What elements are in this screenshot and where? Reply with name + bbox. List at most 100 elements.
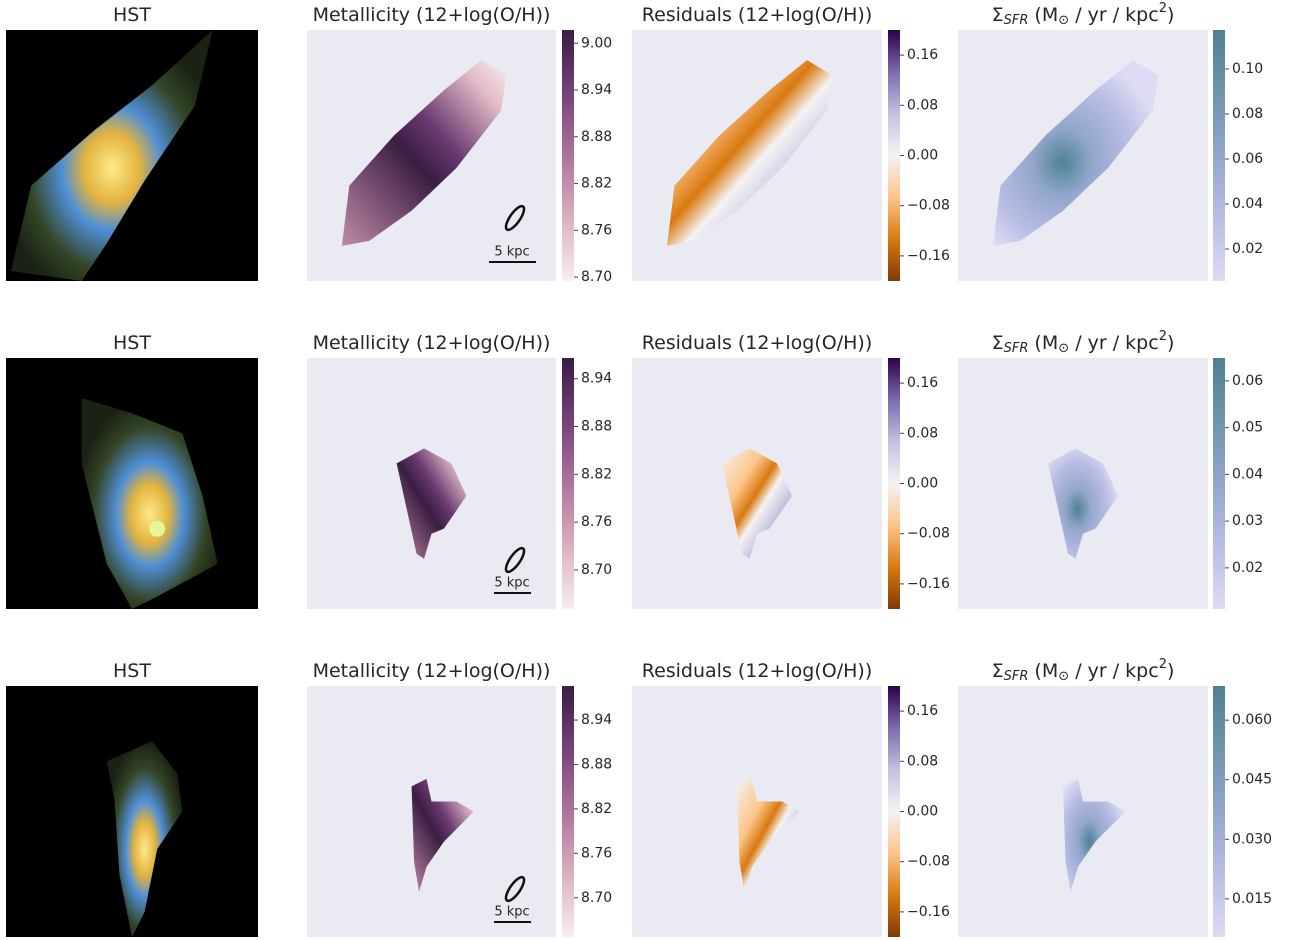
colorbar-tick-label: 0.06 bbox=[1232, 373, 1263, 389]
colorbar-tick-label: 9.00 bbox=[581, 35, 612, 51]
title-part: Metallicity (12+log(O/H)) bbox=[313, 660, 551, 682]
colorbar bbox=[888, 358, 900, 609]
panel-title: Metallicity (12+log(O/H)) bbox=[313, 332, 551, 354]
colorbar-tick-label: 8.82 bbox=[581, 466, 612, 482]
map-region bbox=[1063, 778, 1126, 892]
colorbar-tick-label: −0.08 bbox=[907, 854, 950, 870]
title-part: ) bbox=[1167, 4, 1174, 26]
colorbar-tick-label: 8.94 bbox=[581, 82, 612, 98]
colorbar-tick-label: 0.16 bbox=[907, 375, 938, 391]
colorbar-tick-label: 0.02 bbox=[1232, 241, 1263, 257]
colorbar-tick-label: 8.94 bbox=[581, 712, 612, 728]
galaxy bbox=[106, 741, 183, 937]
title-part: Σ bbox=[992, 660, 1004, 682]
colorbar-tick-label: 0.02 bbox=[1232, 560, 1263, 576]
colorbar-tick-label: 8.70 bbox=[581, 269, 612, 285]
title-part: ) bbox=[1167, 332, 1174, 354]
title-part: ⊙ bbox=[1058, 341, 1069, 356]
colorbar-tick-label: 0.00 bbox=[907, 148, 938, 164]
colorbar-tick-label: 0.030 bbox=[1232, 831, 1272, 847]
beam bbox=[504, 204, 526, 232]
map-region bbox=[411, 778, 474, 892]
panel-title: HST bbox=[113, 4, 151, 26]
colorbar-tick-label: 0.00 bbox=[907, 476, 938, 492]
panel-title: Metallicity (12+log(O/H)) bbox=[313, 4, 551, 26]
title-part: Metallicity (12+log(O/H)) bbox=[313, 332, 551, 354]
colorbar-tick-label: −0.08 bbox=[907, 198, 950, 214]
colorbar bbox=[1213, 30, 1225, 281]
panel-title: ΣSFR (M⊙ / yr / kpc2) bbox=[992, 329, 1175, 356]
title-part: Residuals (12+log(O/H)) bbox=[642, 4, 873, 26]
colorbar-tick-label: 0.08 bbox=[907, 753, 938, 769]
colorbar-tick-label: −0.16 bbox=[907, 248, 950, 264]
colorbar-tick-label: 0.08 bbox=[907, 97, 938, 113]
panel-title: ΣSFR (M⊙ / yr / kpc2) bbox=[992, 657, 1175, 684]
colorbar-tick-label: 0.015 bbox=[1232, 891, 1272, 907]
scale-bar-label: 5 kpc bbox=[494, 576, 529, 591]
colorbar-tick-label: 8.76 bbox=[581, 222, 612, 238]
colorbar-tick-label: 0.16 bbox=[907, 47, 938, 63]
scale-bar-label: 5 kpc bbox=[494, 245, 529, 260]
colorbar-tick-label: −0.16 bbox=[907, 576, 950, 592]
colorbar-tick-label: 8.88 bbox=[581, 129, 612, 145]
title-part: ⊙ bbox=[1058, 13, 1069, 28]
map-region bbox=[1048, 448, 1118, 559]
title-part: Σ bbox=[992, 332, 1004, 354]
colorbar bbox=[888, 30, 900, 281]
title-part: Σ bbox=[992, 4, 1004, 26]
colorbar-tick-label: 8.70 bbox=[581, 890, 612, 906]
map-region bbox=[667, 60, 832, 246]
title-part: / yr / kpc bbox=[1069, 4, 1159, 26]
colorbar-tick-label: 8.82 bbox=[581, 176, 612, 192]
galaxy bbox=[81, 398, 218, 609]
colorbar-tick-label: 0.060 bbox=[1232, 712, 1272, 728]
title-part: HST bbox=[113, 660, 151, 682]
title-part: / yr / kpc bbox=[1069, 332, 1159, 354]
title-part: (M bbox=[1028, 660, 1058, 682]
colorbar-tick-label: 0.045 bbox=[1232, 772, 1272, 788]
beam bbox=[504, 546, 526, 574]
title-part: Residuals (12+log(O/H)) bbox=[642, 332, 873, 354]
colorbar bbox=[888, 686, 900, 937]
panel-title: HST bbox=[113, 660, 151, 682]
title-part: 2 bbox=[1159, 1, 1167, 16]
title-part: HST bbox=[113, 332, 151, 354]
map-region bbox=[341, 60, 507, 246]
bright-source bbox=[149, 520, 166, 537]
panel-title: Residuals (12+log(O/H)) bbox=[642, 4, 873, 26]
colorbar-tick-label: 0.04 bbox=[1232, 466, 1263, 482]
colorbar-tick-label: −0.16 bbox=[907, 904, 950, 920]
title-part: (M bbox=[1028, 332, 1058, 354]
scale-bar-label: 5 kpc bbox=[494, 905, 529, 920]
beam bbox=[504, 875, 526, 903]
colorbar bbox=[562, 30, 574, 281]
title-part: SFR bbox=[1004, 341, 1029, 356]
map-region bbox=[396, 448, 467, 559]
map-region bbox=[737, 778, 800, 892]
title-part: / yr / kpc bbox=[1069, 660, 1159, 682]
colorbar bbox=[1213, 358, 1225, 609]
title-part: Metallicity (12+log(O/H)) bbox=[313, 4, 551, 26]
colorbar-tick-label: 0.03 bbox=[1232, 513, 1263, 529]
title-part: Residuals (12+log(O/H)) bbox=[642, 660, 873, 682]
colorbar-tick-label: 0.05 bbox=[1232, 420, 1263, 436]
title-part: SFR bbox=[1004, 13, 1029, 28]
title-part: HST bbox=[113, 4, 151, 26]
colorbar bbox=[562, 686, 574, 937]
colorbar-tick-label: 8.94 bbox=[581, 371, 612, 387]
colorbar-tick-label: 8.76 bbox=[581, 845, 612, 861]
colorbar-tick-label: 0.10 bbox=[1232, 61, 1263, 77]
colorbar-tick-label: 0.08 bbox=[1232, 106, 1263, 122]
colorbar-tick-label: 0.08 bbox=[907, 425, 938, 441]
title-part: ⊙ bbox=[1058, 669, 1069, 684]
colorbar-tick-label: 8.88 bbox=[581, 756, 612, 772]
title-part: (M bbox=[1028, 4, 1058, 26]
colorbar bbox=[1213, 686, 1225, 937]
title-part: ) bbox=[1167, 660, 1174, 682]
colorbar-tick-label: 8.82 bbox=[581, 801, 612, 817]
colorbar bbox=[562, 358, 574, 609]
panel-title: HST bbox=[113, 332, 151, 354]
title-part: 2 bbox=[1159, 329, 1167, 344]
panel-title: Metallicity (12+log(O/H)) bbox=[313, 660, 551, 682]
